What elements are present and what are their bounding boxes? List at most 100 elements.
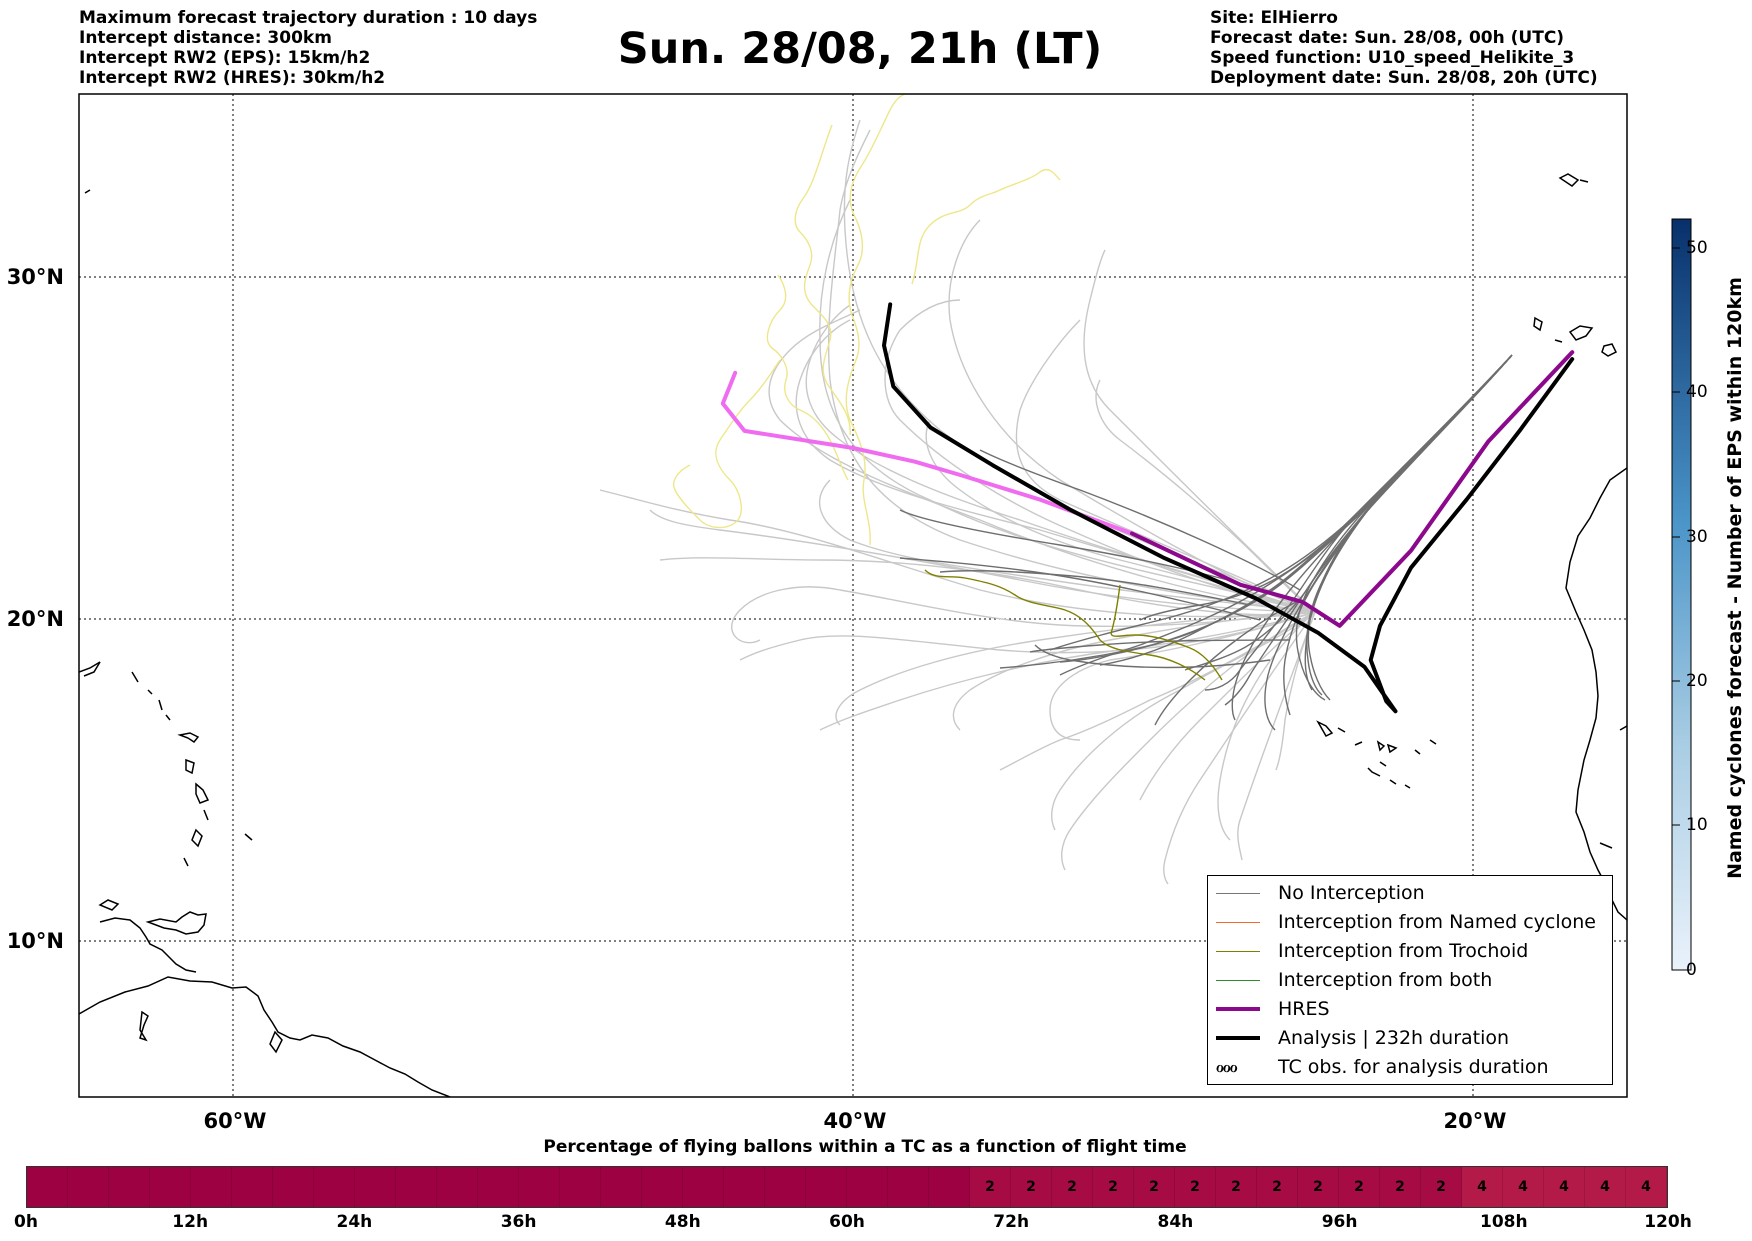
header-line: Intercept distance: 300km xyxy=(79,28,332,48)
legend-swatch xyxy=(1216,921,1260,923)
time-bar-segment xyxy=(806,1167,847,1207)
colorbar-tick: 30 xyxy=(1686,527,1708,547)
lon-label-60w: 60°W xyxy=(204,1109,267,1133)
time-bar-title: Percentage of flying ballons within a TC… xyxy=(543,1137,1187,1157)
legend-item-named-cyclone: Interception from Named cyclone xyxy=(1216,910,1596,934)
time-bar-segment: 2 xyxy=(1175,1167,1216,1207)
time-bar-segment xyxy=(150,1167,191,1207)
time-bar-segment xyxy=(847,1167,888,1207)
time-bar-segment: 4 xyxy=(1544,1167,1585,1207)
legend-swatch xyxy=(1216,1007,1260,1011)
lon-label-20w: 20°W xyxy=(1444,1109,1507,1133)
header-line: Intercept RW2 (HRES): 30km/h2 xyxy=(79,68,386,88)
time-bar-segment xyxy=(396,1167,437,1207)
tc-obs-icon: ℴℴℴ xyxy=(1216,1057,1238,1077)
time-bar-tick-label: 12h xyxy=(172,1212,209,1232)
lon-label-40w: 40°W xyxy=(824,1109,887,1133)
legend-swatch xyxy=(1216,950,1260,952)
legend-swatch xyxy=(1216,1036,1260,1040)
colorbar-tick: 0 xyxy=(1686,960,1697,980)
legend-label: HRES xyxy=(1278,998,1330,1020)
colorbar-tick: 50 xyxy=(1686,238,1708,258)
hres-line xyxy=(1130,350,1575,628)
legend-item-both: Interception from both xyxy=(1216,968,1492,992)
time-bar-segment: 2 xyxy=(1011,1167,1052,1207)
header-line: Maximum forecast trajectory duration : 1… xyxy=(79,8,538,28)
time-bar-segment xyxy=(191,1167,232,1207)
header-line: Deployment date: Sun. 28/08, 20h (UTC) xyxy=(1210,68,1598,88)
time-bar-segment xyxy=(68,1167,109,1207)
colorbar-tick: 20 xyxy=(1686,671,1708,691)
time-bar-segment: 4 xyxy=(1626,1167,1667,1207)
colorbar-tick: 10 xyxy=(1686,815,1708,835)
legend-item-tc-obs: ℴℴℴ TC obs. for analysis duration xyxy=(1216,1055,1549,1079)
hres-line xyxy=(720,350,1575,628)
time-bar-segment xyxy=(683,1167,724,1207)
time-bar-segment: 4 xyxy=(1503,1167,1544,1207)
legend-label: Analysis | 232h duration xyxy=(1278,1027,1510,1049)
time-bar-segment xyxy=(929,1167,970,1207)
lat-label-20n: 20°N xyxy=(7,607,64,631)
time-bar-segment xyxy=(27,1167,68,1207)
time-bar-segment: 2 xyxy=(1134,1167,1175,1207)
legend-label: TC obs. for analysis duration xyxy=(1278,1056,1549,1078)
time-bar-segment xyxy=(601,1167,642,1207)
time-bar-segment xyxy=(519,1167,560,1207)
time-bar-segment xyxy=(478,1167,519,1207)
legend-item-hres: HRES xyxy=(1216,997,1330,1021)
header-line: Forecast date: Sun. 28/08, 00h (UTC) xyxy=(1210,28,1565,48)
time-bar-segment xyxy=(314,1167,355,1207)
time-bar-segment: 4 xyxy=(1585,1167,1626,1207)
time-bar-tick-label: 84h xyxy=(1157,1212,1194,1232)
time-bar-tick-label: 60h xyxy=(829,1212,865,1232)
time-bar-segment: 2 xyxy=(1257,1167,1298,1207)
time-bar-segment xyxy=(765,1167,806,1207)
time-bar-tick-label: 36h xyxy=(500,1212,537,1232)
analysis-line xyxy=(882,302,1575,714)
colorbar xyxy=(1671,218,1692,971)
main-title: Sun. 28/08, 21h (LT) xyxy=(617,24,1103,74)
time-bar-segment: 2 xyxy=(1052,1167,1093,1207)
time-bar-segment xyxy=(724,1167,765,1207)
yellow-trajectories xyxy=(673,94,1061,546)
legend-label: Interception from Trochoid xyxy=(1278,940,1529,962)
header-left: Maximum forecast trajectory duration : 1… xyxy=(79,8,537,88)
time-bar-segment: 2 xyxy=(1298,1167,1339,1207)
time-bar-segment xyxy=(888,1167,929,1207)
hres-trajectory xyxy=(720,350,1575,628)
time-bar-tick-label: 0h xyxy=(14,1212,38,1232)
time-bar-segment xyxy=(355,1167,396,1207)
eps-light-trajectories xyxy=(599,119,1316,885)
time-bar-tick-label: 72h xyxy=(993,1212,1030,1232)
time-bar-segment xyxy=(273,1167,314,1207)
map-frame xyxy=(78,93,1628,1098)
time-bar-tick-label: 96h xyxy=(1321,1212,1358,1232)
legend-item-no-interception: No Interception xyxy=(1216,881,1425,905)
time-bar-segment: 2 xyxy=(1216,1167,1257,1207)
time-bar-segment xyxy=(560,1167,601,1207)
header-right: Site: ElHierro Forecast date: Sun. 28/08… xyxy=(1210,8,1598,88)
time-bar-tick-label: 108h xyxy=(1480,1212,1528,1232)
legend-label: No Interception xyxy=(1278,882,1425,904)
map-legend: No Interception Interception from Named … xyxy=(1207,875,1613,1085)
colorbar-tick: 40 xyxy=(1686,382,1708,402)
eps-dark-trajectories xyxy=(899,354,1513,731)
legend-swatch xyxy=(1216,892,1260,894)
time-bar-segment: 2 xyxy=(1421,1167,1462,1207)
legend-item-trochoid: Interception from Trochoid xyxy=(1216,939,1528,963)
lat-label-30n: 30°N xyxy=(7,265,64,289)
time-bar-tick-label: 48h xyxy=(664,1212,701,1232)
header-line: Speed function: U10_speed_Helikite_3 xyxy=(1210,48,1575,68)
analysis-trajectory xyxy=(882,302,1575,714)
colorbar-label: Named cyclones forecast - Number of EPS … xyxy=(1724,277,1746,879)
time-bar-segment: 2 xyxy=(1093,1167,1134,1207)
time-bar-segment: 2 xyxy=(1380,1167,1421,1207)
legend-swatch xyxy=(1216,979,1260,981)
time-bar-segment: 2 xyxy=(1339,1167,1380,1207)
time-bar-segment: 2 xyxy=(970,1167,1011,1207)
header-line: Site: ElHierro xyxy=(1210,8,1338,28)
time-bar-segment xyxy=(437,1167,478,1207)
time-bar-tick-label: 24h xyxy=(336,1212,373,1232)
